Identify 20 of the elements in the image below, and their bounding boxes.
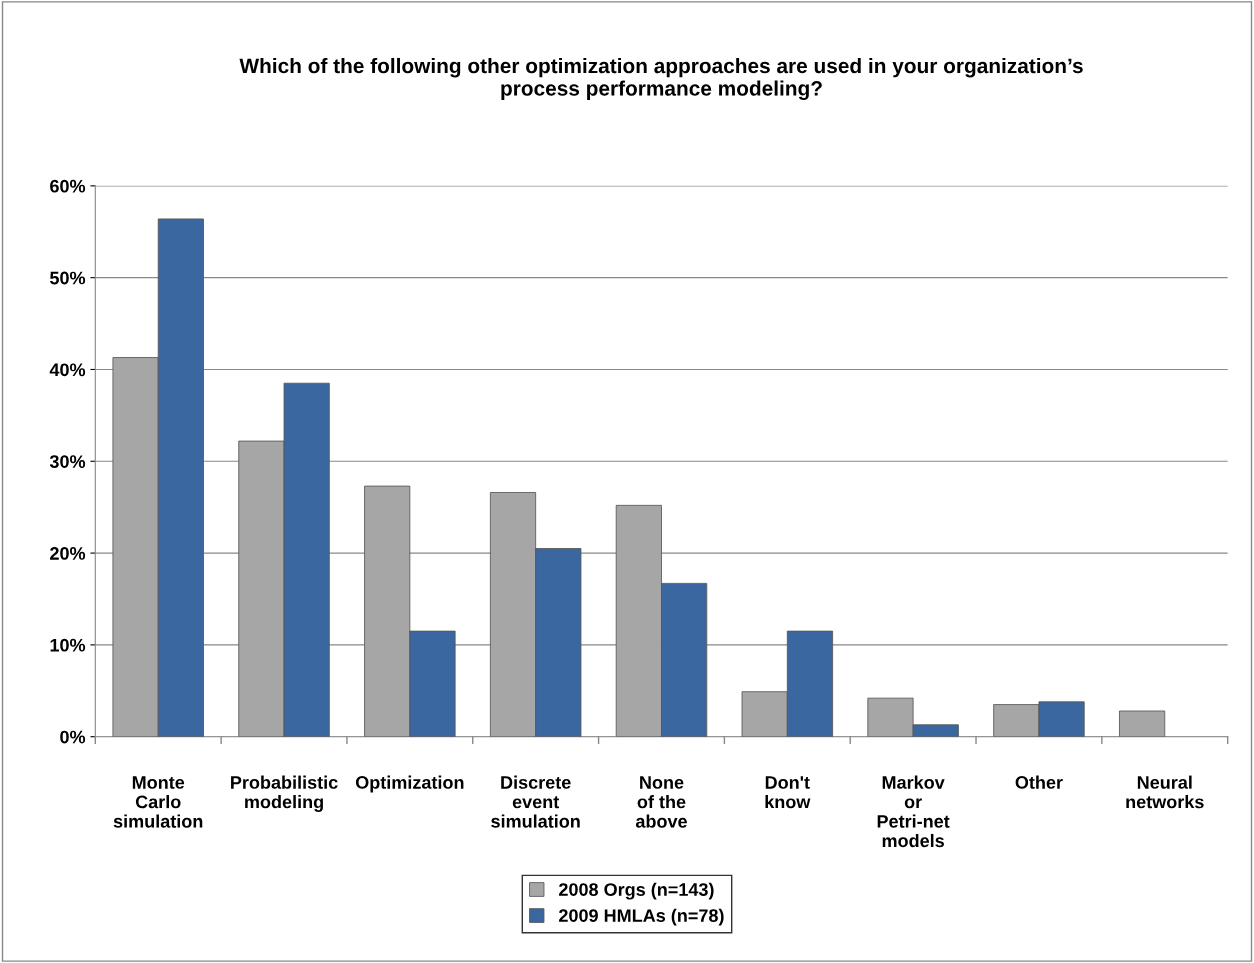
x-tick-label: Probabilistic modeling bbox=[231, 775, 338, 812]
chart-title: Which of the following other optimization approaches are used in your organization’s process performance modeling? bbox=[239, 57, 1083, 100]
x-tick-label: Markov or Petri-net models bbox=[877, 775, 950, 848]
y-tick-label: 30% bbox=[49, 455, 86, 469]
x-tick-label: Neural networks bbox=[1126, 775, 1204, 809]
x-tick-label: None of the above bbox=[635, 776, 687, 828]
y-tick-label: 20% bbox=[50, 547, 86, 560]
x-tick-label: Optimization bbox=[355, 775, 464, 793]
y-tick-label: 60% bbox=[50, 179, 86, 193]
bar bbox=[1119, 710, 1166, 737]
y-tick-label: 0% bbox=[60, 730, 86, 744]
y-tick-label: 40% bbox=[49, 363, 86, 377]
legend-label: 2008 Orgs (n=143) bbox=[559, 882, 714, 900]
x-tick-label: Don't know bbox=[765, 776, 811, 809]
y-tick-label: 50% bbox=[50, 271, 86, 285]
x-tick-label: Monte Carlo simulation bbox=[113, 776, 203, 828]
x-tick-label: Discrete event simulation bbox=[491, 775, 580, 828]
y-tick-label: 10% bbox=[50, 638, 86, 652]
legend-label: 2009 HMLAs (n=78) bbox=[559, 908, 724, 926]
x-tick-label: Other bbox=[1015, 775, 1063, 789]
